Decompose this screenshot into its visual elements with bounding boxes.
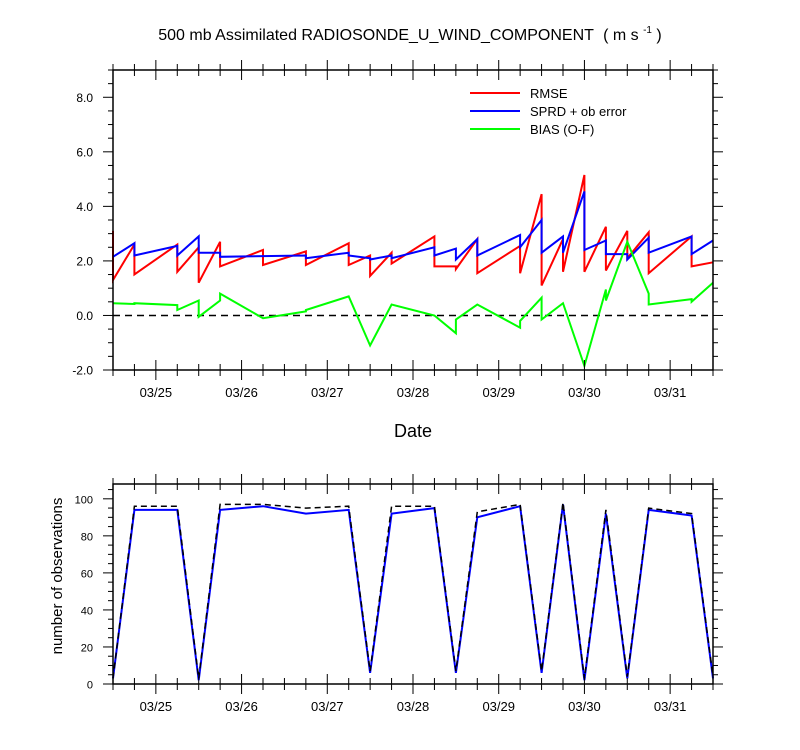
bottom-axes: 03/25 03/26 03/27 03/28 03/29 03/30 03/31 0 20 40… bbox=[75, 474, 723, 714]
series-line-possible bbox=[112, 502, 714, 679]
chart-title-text: 500 mb Assimilated RADIOSONDE_U_WIND_COM… bbox=[158, 27, 594, 44]
y-tick-label: 20 bbox=[81, 642, 93, 654]
top-plot-frame bbox=[112, 69, 714, 371]
series-line-assimilated bbox=[112, 504, 714, 681]
y-tick-label: 4.0 bbox=[76, 200, 93, 214]
x-tick-label: 03/27 bbox=[311, 385, 344, 400]
top-x-axis-label: Date bbox=[394, 421, 432, 441]
chart-title: 500 mb Assimilated RADIOSONDE_U_WIND_COM… bbox=[158, 20, 662, 44]
bottom-y-axis-label: number of observations bbox=[49, 498, 66, 655]
top-panel: 03/25 03/26 03/27 03/28 03/29 03/30 03/31 -2.0 0… bbox=[72, 60, 723, 400]
bottom-plot-frame bbox=[112, 483, 714, 685]
y-tick-label: 40 bbox=[81, 605, 93, 617]
top-legend: RMSE SPRD + ob error BIAS (O-F) bbox=[470, 86, 627, 137]
x-tick-label: 03/26 bbox=[225, 699, 258, 714]
legend-label: SPRD + ob error bbox=[530, 104, 627, 119]
y-tick-label: 0.0 bbox=[76, 309, 93, 323]
x-tick-label: 03/31 bbox=[654, 699, 687, 714]
bottom-panel: 03/25 03/26 03/27 03/28 03/29 03/30 03/31 0 20 40… bbox=[75, 474, 723, 714]
y-tick-label: 60 bbox=[81, 568, 93, 580]
x-tick-label: 03/29 bbox=[482, 385, 515, 400]
x-tick-label: 03/25 bbox=[140, 699, 173, 714]
legend-label: BIAS (O-F) bbox=[530, 122, 594, 137]
chart-title-units-end: ) bbox=[656, 27, 661, 44]
x-tick-label: 03/25 bbox=[140, 385, 173, 400]
series-line-rmse bbox=[112, 174, 714, 286]
x-tick-label: 03/31 bbox=[654, 385, 687, 400]
x-tick-label: 03/28 bbox=[397, 699, 430, 714]
bottom-series-group bbox=[112, 502, 714, 681]
y-tick-label: 0 bbox=[87, 680, 93, 692]
legend-label: RMSE bbox=[530, 86, 568, 101]
x-tick-label: 03/28 bbox=[397, 385, 430, 400]
top-axes: 03/25 03/26 03/27 03/28 03/29 03/30 03/31 -2.0 0… bbox=[72, 60, 723, 400]
y-tick-label: 80 bbox=[81, 531, 93, 543]
y-tick-label: 100 bbox=[75, 494, 93, 506]
chart-title-units: ( m s bbox=[603, 27, 639, 44]
series-line-bias-o-f bbox=[112, 239, 714, 370]
x-tick-label: 03/26 bbox=[225, 385, 258, 400]
top-series-group bbox=[112, 174, 714, 370]
x-tick-label: 03/30 bbox=[568, 385, 601, 400]
series-line-sprd-ob-error bbox=[112, 191, 714, 262]
y-tick-label: 6.0 bbox=[76, 145, 93, 159]
x-tick-label: 03/30 bbox=[568, 699, 601, 714]
y-tick-label: 2.0 bbox=[76, 254, 93, 268]
y-tick-label: -2.0 bbox=[72, 364, 93, 378]
x-tick-label: 03/29 bbox=[482, 699, 515, 714]
chart-title-units-sup: -1 bbox=[643, 25, 652, 36]
x-tick-label: 03/27 bbox=[311, 699, 344, 714]
y-tick-label: 8.0 bbox=[76, 91, 93, 105]
